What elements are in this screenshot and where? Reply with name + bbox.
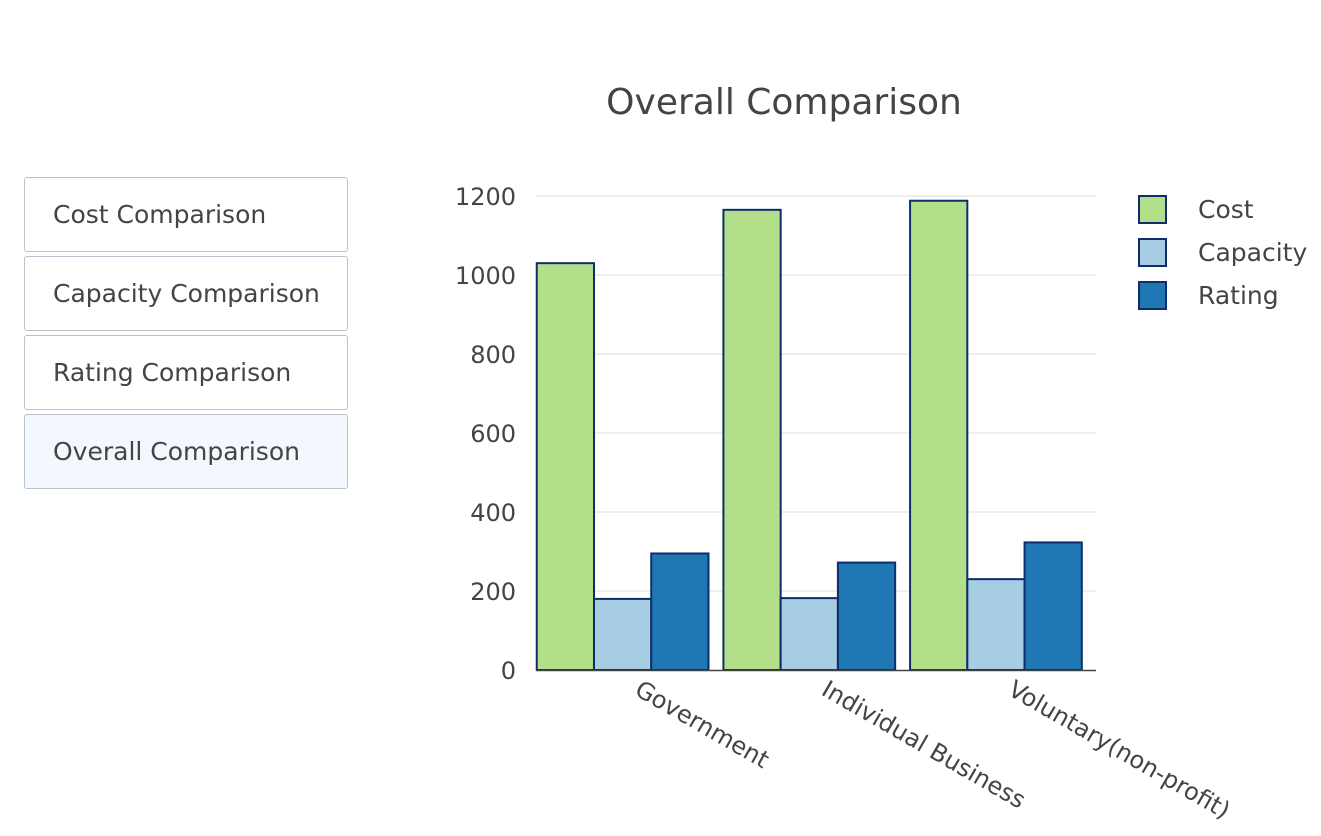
y-tick-label: 600 — [470, 420, 516, 448]
bar-cost[interactable] — [535, 262, 595, 671]
legend-label-rating[interactable]: Rating — [1198, 281, 1279, 310]
overall-comparison-button[interactable]: Overall Comparison — [24, 414, 348, 489]
bar-rating[interactable] — [1023, 541, 1083, 671]
bar-capacity[interactable] — [779, 597, 839, 671]
x-tick-label: Government — [630, 675, 774, 774]
capacity-comparison-button[interactable]: Capacity Comparison — [24, 256, 348, 331]
bar-cost[interactable] — [722, 208, 782, 671]
legend-swatch-rating[interactable] — [1138, 281, 1167, 310]
rating-comparison-button[interactable]: Rating Comparison — [24, 335, 348, 410]
legend-label-cost[interactable]: Cost — [1198, 195, 1254, 224]
y-tick-label: 1200 — [455, 183, 516, 211]
bar-capacity[interactable] — [966, 578, 1026, 672]
y-tick-label: 800 — [470, 341, 516, 369]
bar-rating[interactable] — [650, 552, 710, 671]
bar-cost[interactable] — [909, 199, 969, 672]
y-tick-label: 0 — [501, 657, 516, 685]
bar-capacity[interactable] — [592, 597, 653, 672]
cost-comparison-button[interactable]: Cost Comparison — [24, 177, 348, 252]
x-tick-label: Individual Business — [817, 675, 1030, 814]
y-tick-label: 400 — [470, 499, 516, 527]
chart-title: Overall Comparison — [606, 82, 962, 123]
bar-rating[interactable] — [836, 561, 897, 671]
comparison-menu: Cost Comparison Capacity Comparison Rati… — [24, 177, 348, 493]
bars — [535, 199, 1083, 672]
legend: Cost Capacity Rating — [1138, 195, 1307, 310]
x-tick-label: Voluntary(non-profit) — [1004, 675, 1235, 825]
y-tick-label: 200 — [470, 578, 516, 606]
y-axis-ticks: 0 200 400 600 800 1000 1200 — [455, 183, 516, 685]
legend-swatch-capacity[interactable] — [1138, 238, 1167, 267]
y-tick-label: 1000 — [455, 262, 516, 290]
legend-label-capacity[interactable]: Capacity — [1198, 238, 1307, 267]
grid-lines — [536, 195, 1096, 592]
legend-swatch-cost[interactable] — [1138, 195, 1167, 224]
x-axis-ticks: Government Individual BusinessVoluntary(n… — [630, 675, 1235, 825]
